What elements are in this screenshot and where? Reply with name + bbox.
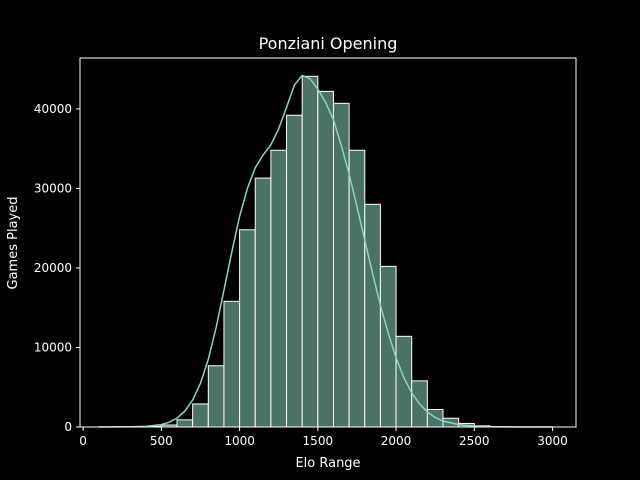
plot-frame	[79, 57, 577, 428]
y-tick-label: 40000	[34, 102, 72, 116]
histogram-bar	[379, 265, 397, 428]
histogram-bar	[301, 75, 319, 428]
histogram-bar	[207, 365, 225, 428]
chart-title: Ponziani Opening	[259, 34, 398, 53]
histogram-bar	[239, 229, 256, 428]
bars-group	[98, 75, 554, 428]
histogram-bar	[286, 114, 303, 428]
histogram-bar	[332, 102, 350, 428]
y-tick-label: 10000	[34, 340, 72, 354]
y-axis-label: Games Played	[6, 197, 21, 290]
histogram-bar	[223, 300, 241, 428]
histogram-bar	[192, 403, 209, 428]
x-tick-label: 1000	[224, 434, 255, 448]
y-ticks-group: 0 10000 20000 30000 40000	[34, 102, 80, 434]
y-tick-label: 20000	[34, 261, 72, 275]
x-ticks-group: 0 500 1000 1500 2000 2500 3000	[79, 427, 568, 448]
x-tick-label: 2000	[381, 434, 412, 448]
x-tick-label: 1500	[303, 434, 334, 448]
x-tick-label: 500	[150, 434, 173, 448]
x-tick-label: 3000	[537, 434, 568, 448]
kde-curve	[98, 74, 553, 428]
histogram-bar	[176, 419, 194, 428]
y-tick-label: 30000	[34, 181, 72, 195]
x-axis-label: Elo Range	[295, 456, 360, 471]
histogram-bar	[395, 335, 413, 428]
histogram-bar	[348, 149, 366, 428]
histogram-bar	[364, 203, 381, 428]
histogram-bar	[270, 149, 288, 428]
y-tick-label: 0	[64, 420, 72, 434]
x-tick-label: 2500	[459, 434, 490, 448]
histogram-bar	[254, 177, 272, 428]
x-tick-label: 0	[79, 434, 87, 448]
histogram-bar	[317, 90, 334, 428]
